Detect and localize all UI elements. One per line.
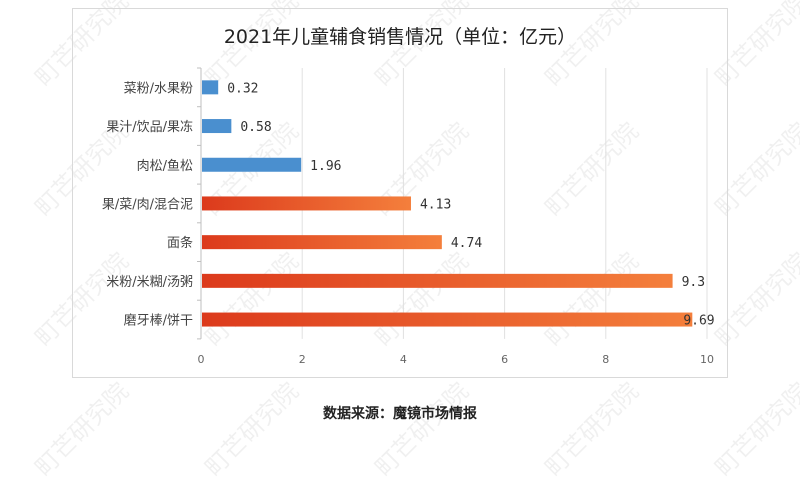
value-label: 9.3 bbox=[682, 275, 705, 290]
x-tick-label: 2 bbox=[299, 353, 306, 366]
category-label: 菜粉/水果粉 bbox=[124, 81, 193, 96]
value-label: 9.69 bbox=[683, 314, 714, 329]
bar bbox=[202, 235, 442, 250]
category-label: 米粉/米糊/汤粥 bbox=[106, 274, 193, 290]
value-label: 0.58 bbox=[240, 120, 271, 135]
category-label: 面条 bbox=[167, 235, 193, 251]
value-label: 0.32 bbox=[227, 81, 258, 96]
category-label: 磨牙棒/饼干 bbox=[124, 314, 193, 329]
bar-chart: 0 2 4 6 8 10 菜粉/水果粉 0.32 果汁/饮品/果冻 0.58 肉松/鱼松 1.96 果/… bbox=[102, 67, 715, 366]
chart-title: 2021年儿童辅食销售情况（单位：亿元） bbox=[223, 26, 577, 48]
category-label: 果汁/饮品/果冻 bbox=[106, 119, 193, 135]
bar bbox=[202, 80, 219, 95]
x-tick-label: 6 bbox=[501, 353, 508, 366]
category-label: 肉松/鱼松 bbox=[137, 158, 193, 174]
x-tick-label: 4 bbox=[400, 353, 407, 366]
bar bbox=[202, 312, 693, 327]
chart-frame bbox=[72, 8, 728, 378]
value-label: 1.96 bbox=[310, 159, 341, 174]
data-source: 数据来源：魔镜市场情报 bbox=[323, 406, 477, 422]
value-label: 4.13 bbox=[420, 197, 451, 212]
x-tick-label: 10 bbox=[700, 353, 714, 366]
category-label: 果/菜/肉/混合泥 bbox=[102, 197, 193, 212]
value-label: 4.74 bbox=[451, 236, 482, 251]
bar bbox=[202, 196, 411, 211]
bar bbox=[202, 157, 302, 172]
x-tick-label: 0 bbox=[198, 353, 205, 366]
x-tick-label: 8 bbox=[602, 353, 609, 366]
bar bbox=[202, 119, 232, 134]
bar bbox=[202, 273, 673, 288]
